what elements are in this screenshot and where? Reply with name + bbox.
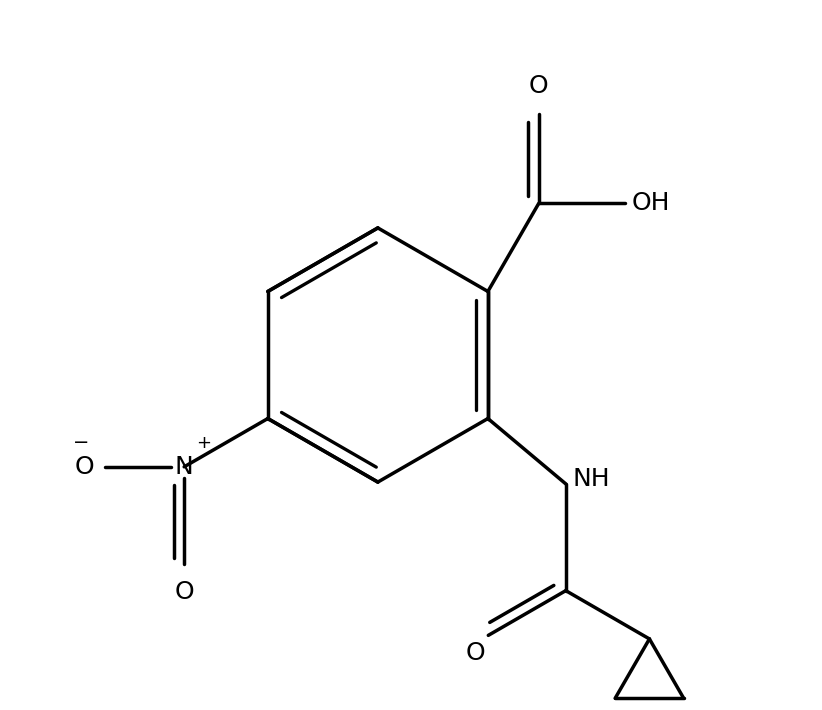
Text: O: O: [174, 580, 194, 604]
Text: O: O: [529, 75, 548, 99]
Text: OH: OH: [632, 192, 670, 215]
Text: +: +: [196, 434, 211, 452]
Text: −: −: [72, 433, 89, 452]
Text: O: O: [75, 455, 95, 479]
Text: N: N: [175, 455, 193, 479]
Text: O: O: [465, 641, 485, 665]
Text: NH: NH: [572, 467, 610, 491]
